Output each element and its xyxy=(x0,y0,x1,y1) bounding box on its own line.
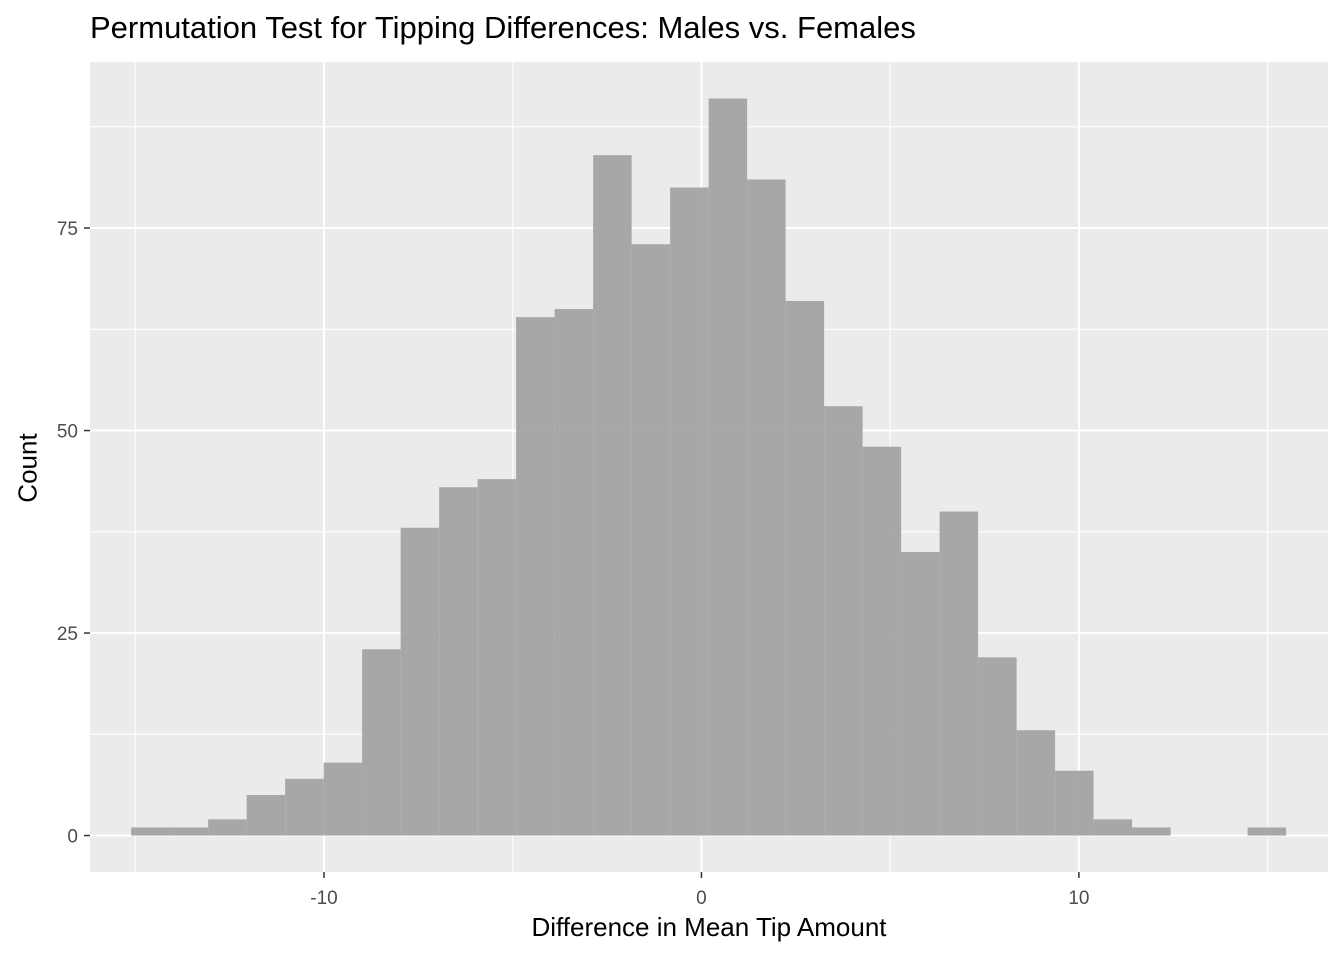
histogram-bar xyxy=(593,155,632,836)
histogram-bar xyxy=(362,649,401,836)
histogram-bar xyxy=(323,762,363,836)
histogram-bar xyxy=(439,487,478,836)
y-tick-label: 0 xyxy=(67,827,78,848)
histogram-bar xyxy=(708,98,748,836)
histogram-bar xyxy=(246,795,286,836)
x-tick-label: 0 xyxy=(696,888,707,909)
y-tick-label: 75 xyxy=(57,219,78,240)
histogram-bar xyxy=(1093,819,1133,836)
histogram-bar xyxy=(631,244,671,836)
x-tick-label: 10 xyxy=(1068,888,1089,909)
histogram-bar xyxy=(824,406,863,836)
histogram-bar xyxy=(169,827,209,836)
histogram-bar xyxy=(400,527,440,836)
histogram-bar xyxy=(862,446,902,836)
y-tick-label: 50 xyxy=(57,422,78,443)
histogram-bar xyxy=(1016,730,1056,836)
histogram-bar xyxy=(208,819,247,836)
histogram-bar xyxy=(901,552,940,836)
histogram-bar xyxy=(978,657,1017,836)
chart-title: Permutation Test for Tipping Differences… xyxy=(90,10,916,45)
x-axis-label: Difference in Mean Tip Amount xyxy=(531,912,887,942)
histogram-bar xyxy=(131,827,170,836)
histogram-bar xyxy=(1055,770,1094,836)
histogram-bar xyxy=(670,187,709,836)
histogram-bar xyxy=(1132,827,1171,836)
histogram-bar xyxy=(477,479,517,836)
histogram-bar xyxy=(1247,827,1287,836)
histogram-bar xyxy=(516,317,555,836)
axis-ticks: -10 0 10 0 25 50 75 xyxy=(57,219,1090,909)
x-tick-label: -10 xyxy=(310,888,337,909)
histogram-bar xyxy=(285,778,324,836)
histogram-bar xyxy=(747,179,786,836)
histogram-bars xyxy=(131,98,1287,836)
histogram-bar xyxy=(785,300,825,836)
histogram-bar xyxy=(939,511,979,836)
y-tick-label: 25 xyxy=(57,624,78,645)
histogram-bar xyxy=(554,309,594,836)
